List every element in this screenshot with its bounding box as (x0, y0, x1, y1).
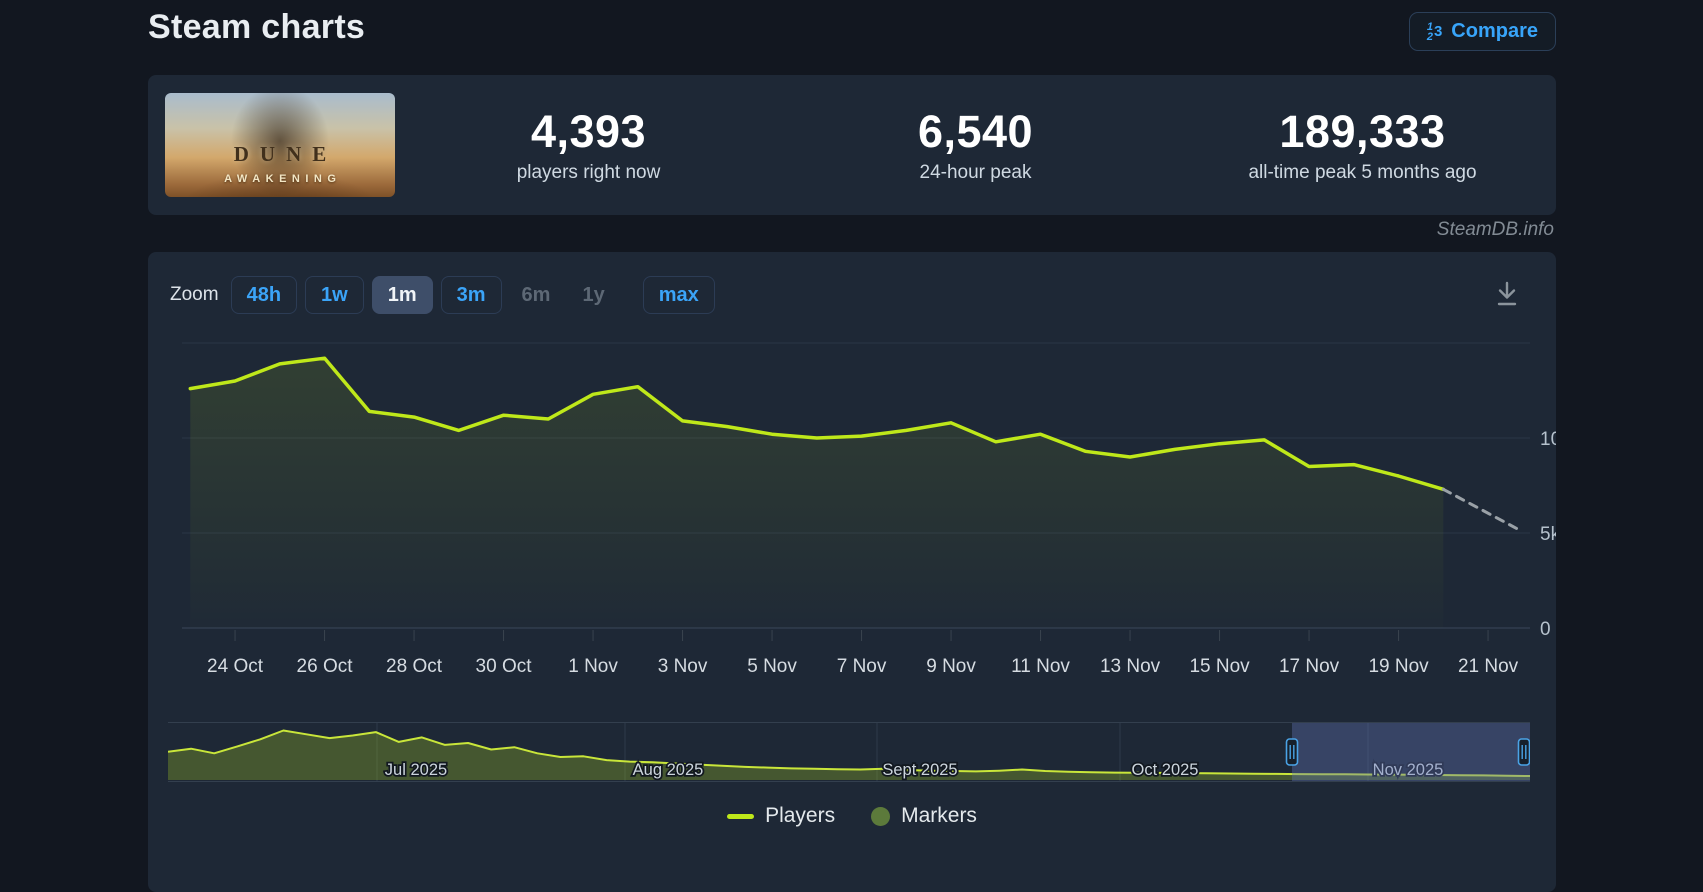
svg-text:21 Nov: 21 Nov (1458, 656, 1519, 677)
stat-24h-peak: 6,540 24-hour peak (782, 106, 1169, 184)
range-navigator[interactable]: Jul 2025 Aug 2025 Sept 2025 Oct 2025 Nov 202… (168, 722, 1530, 782)
navigator-selection[interactable] (1292, 722, 1530, 782)
svg-text:10k: 10k (1540, 429, 1556, 450)
zoom-range-1m[interactable]: 1m (371, 276, 433, 314)
stat-alltime-peak-label: all-time peak 5 months ago (1248, 162, 1477, 183)
players-line-swatch (727, 813, 755, 819)
download-icon[interactable] (1492, 278, 1522, 310)
svg-text:17 Nov: 17 Nov (1279, 656, 1340, 677)
svg-text:30 Oct: 30 Oct (476, 656, 533, 677)
svg-text:13 Nov: 13 Nov (1100, 656, 1161, 677)
navigator-handle-left[interactable] (1285, 738, 1299, 766)
compare-button-label: Compare (1451, 20, 1538, 42)
svg-text:15 Nov: 15 Nov (1189, 656, 1250, 677)
stat-alltime-peak-value: 189,333 (1279, 106, 1446, 157)
svg-text:7 Nov: 7 Nov (837, 656, 887, 677)
page-title: Steam charts (148, 8, 366, 46)
svg-text:11 Nov: 11 Nov (1011, 656, 1070, 677)
stats-row: 4,393 players right now 6,540 24-hour pe… (395, 106, 1556, 184)
svg-text:9 Nov: 9 Nov (926, 656, 976, 677)
zoom-range-1y: 1y (570, 276, 616, 314)
stat-alltime-peak: 189,333 all-time peak 5 months ago (1169, 106, 1556, 184)
svg-text:28 Oct: 28 Oct (386, 656, 443, 677)
svg-text:Aug 2025: Aug 2025 (633, 761, 704, 779)
legend-markers-label: Markers (901, 804, 977, 827)
stat-players-now-value: 4,393 (530, 106, 647, 157)
stats-panel: DUNE AWAKENING 4,393 players right now 6… (148, 75, 1556, 215)
svg-text:Sept 2025: Sept 2025 (882, 761, 957, 779)
players-chart[interactable]: 10k 5k 0 24 Oct 26 Oct 28 Oct 30 Oct 1 Nov 3 Nov… (166, 332, 1556, 682)
legend-item-markers[interactable]: Markers (871, 804, 977, 828)
svg-text:19 Nov: 19 Nov (1368, 656, 1429, 677)
svg-text:Oct 2025: Oct 2025 (1132, 761, 1199, 779)
svg-text:26 Oct: 26 Oct (297, 656, 354, 677)
zoom-range-buttons: 48h 1w 1m 3m 6m 1y max (230, 276, 723, 314)
svg-text:Jul 2025: Jul 2025 (385, 761, 447, 779)
zoom-label: Zoom (170, 284, 219, 305)
stat-24h-peak-value: 6,540 (917, 106, 1034, 157)
game-title: DUNE (233, 142, 338, 166)
steamdb-watermark: SteamDB.info (1436, 219, 1554, 240)
game-subtitle: AWAKENING (224, 173, 342, 185)
svg-text:0: 0 (1540, 619, 1551, 640)
game-capsule-image: DUNE AWAKENING (165, 93, 395, 197)
svg-text:1 Nov: 1 Nov (568, 656, 618, 677)
legend-players-label: Players (765, 804, 836, 827)
svg-text:5k: 5k (1540, 524, 1556, 545)
zoom-toolbar: Zoom 48h 1w 1m 3m 6m 1y max (170, 276, 723, 314)
zoom-range-1w[interactable]: 1w (305, 276, 364, 314)
zoom-range-max[interactable]: max (642, 276, 715, 314)
svg-text:3 Nov: 3 Nov (658, 656, 708, 677)
markers-dot-swatch (871, 806, 891, 826)
svg-text:Nov 2025: Nov 2025 (1373, 761, 1444, 779)
stat-24h-peak-label: 24-hour peak (919, 162, 1032, 183)
zoom-range-3m[interactable]: 3m (440, 276, 502, 314)
stat-players-now: 4,393 players right now (395, 106, 782, 184)
svg-text:5 Nov: 5 Nov (747, 656, 797, 677)
navigator-handle-right[interactable] (1517, 738, 1530, 766)
zoom-range-48h[interactable]: 48h (230, 276, 298, 314)
chart-legend: Players Markers (148, 804, 1556, 828)
zoom-range-6m: 6m (510, 276, 563, 314)
legend-item-players[interactable]: Players (727, 804, 835, 828)
svg-text:24 Oct: 24 Oct (207, 656, 264, 677)
stat-players-now-label: players right now (516, 162, 661, 183)
